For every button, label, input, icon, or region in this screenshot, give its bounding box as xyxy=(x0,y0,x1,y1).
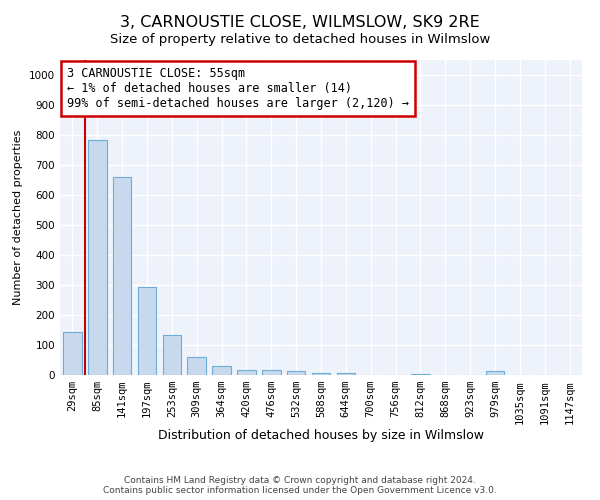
Bar xyxy=(88,140,107,375)
Bar xyxy=(113,177,131,375)
Bar xyxy=(411,374,430,375)
Y-axis label: Number of detached properties: Number of detached properties xyxy=(13,130,23,305)
Text: Size of property relative to detached houses in Wilmslow: Size of property relative to detached ho… xyxy=(110,32,490,46)
Bar xyxy=(485,370,505,375)
Text: Contains HM Land Registry data © Crown copyright and database right 2024.
Contai: Contains HM Land Registry data © Crown c… xyxy=(103,476,497,495)
Bar xyxy=(337,373,355,375)
Bar xyxy=(163,334,181,375)
X-axis label: Distribution of detached houses by size in Wilmslow: Distribution of detached houses by size … xyxy=(158,429,484,442)
Bar xyxy=(311,373,331,375)
Text: 3 CARNOUSTIE CLOSE: 55sqm
← 1% of detached houses are smaller (14)
99% of semi-d: 3 CARNOUSTIE CLOSE: 55sqm ← 1% of detach… xyxy=(67,67,409,110)
Bar xyxy=(287,371,305,375)
Bar xyxy=(137,286,157,375)
Bar xyxy=(237,370,256,375)
Bar xyxy=(187,357,206,375)
Bar xyxy=(262,370,281,375)
Text: 3, CARNOUSTIE CLOSE, WILMSLOW, SK9 2RE: 3, CARNOUSTIE CLOSE, WILMSLOW, SK9 2RE xyxy=(120,15,480,30)
Bar xyxy=(63,332,82,375)
Bar xyxy=(212,366,231,375)
